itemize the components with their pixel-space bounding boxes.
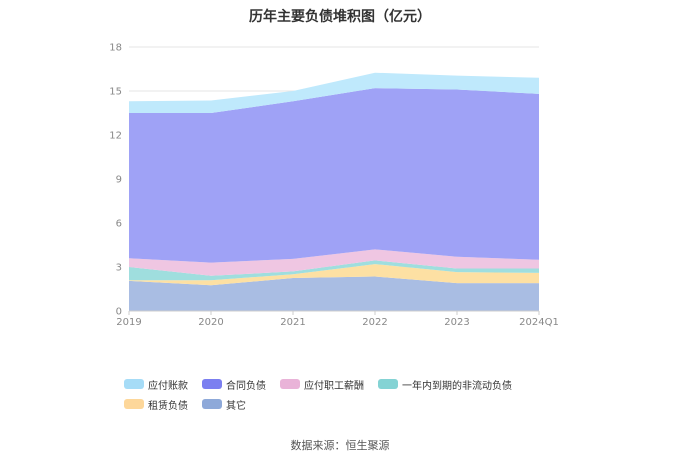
- y-tick-label: 0: [116, 307, 122, 318]
- legend-label: 合同负债: [226, 380, 266, 392]
- y-tick-label: 12: [109, 131, 122, 142]
- x-tick-label: 2021: [280, 317, 305, 328]
- legend-item-other[interactable]: 其它: [202, 398, 246, 412]
- y-tick-label: 15: [109, 87, 122, 98]
- x-tick-label: 2019: [116, 317, 141, 328]
- area-series-4: [129, 88, 539, 263]
- x-tick-label: 2024Q1: [519, 317, 559, 328]
- x-tick-label: 2020: [198, 317, 223, 328]
- area-series-3: [129, 249, 539, 276]
- legend-swatch: [378, 379, 398, 389]
- legend-item-payroll-payable[interactable]: 应付职工薪酬: [280, 378, 364, 392]
- chart-title: 历年主要负债堆积图（亿元）: [249, 9, 431, 25]
- x-tick-label: 2023: [444, 317, 469, 328]
- legend-swatch: [124, 399, 144, 409]
- area-series-1: [129, 264, 539, 286]
- y-tick-label: 3: [116, 263, 122, 274]
- area-series-0: [129, 276, 539, 311]
- area-series-2: [129, 260, 539, 281]
- y-tick-label: 6: [116, 219, 122, 230]
- legend-item-current-noncurrent-liabilities[interactable]: 一年内到期的非流动负债: [378, 378, 512, 392]
- legend-swatch: [280, 379, 300, 389]
- data-source-note: 数据来源：恒生聚源: [290, 439, 390, 452]
- legend-label: 一年内到期的非流动负债: [402, 380, 512, 392]
- legend-item-lease-liabilities[interactable]: 租赁负债: [124, 398, 188, 412]
- legend-label: 应付职工薪酬: [304, 380, 364, 392]
- axis-layer: 0 3 6 9 12 15 18 2019 2020 2021 2022 2023 2024Q1: [109, 43, 559, 329]
- legend-item-contract-liabilities[interactable]: 合同负债: [202, 378, 266, 392]
- legend: 应付账款 合同负债 应付职工薪酬 一年内到期的非流动负债 租赁负债 其它: [124, 378, 584, 412]
- area-layer: [129, 72, 539, 311]
- legend-swatch: [124, 379, 144, 389]
- legend-swatch: [202, 379, 222, 389]
- y-tick-label: 18: [109, 43, 122, 54]
- legend-item-accounts-payable[interactable]: 应付账款: [124, 378, 188, 392]
- legend-label: 其它: [226, 400, 246, 412]
- legend-swatch: [202, 399, 222, 409]
- legend-label: 租赁负债: [148, 400, 188, 412]
- legend-label: 应付账款: [148, 380, 188, 392]
- area-series-5: [129, 72, 539, 113]
- y-tick-label: 9: [116, 175, 122, 186]
- x-tick-label: 2022: [362, 317, 387, 328]
